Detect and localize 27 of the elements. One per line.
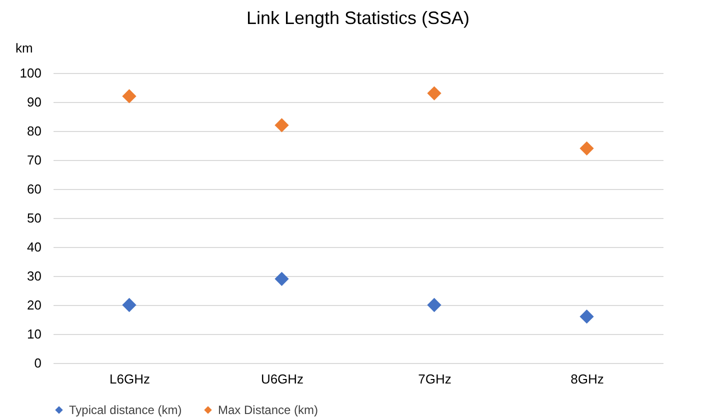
x-tick-label: L6GHz <box>110 372 150 386</box>
y-tick-label: 50 <box>27 210 42 226</box>
y-tick-label: 40 <box>27 240 42 254</box>
point <box>427 86 442 100</box>
point <box>122 89 136 104</box>
point <box>580 310 594 324</box>
x-tick-label: 7GHz <box>418 372 452 386</box>
y-tick-label: 70 <box>27 152 42 168</box>
y-tick-label: 60 <box>27 182 42 196</box>
y-axis-title: km <box>16 40 33 56</box>
y-tick-label: 10 <box>27 326 42 342</box>
y-tick-label: 20 <box>27 298 42 312</box>
x-tick-label: U6GHz <box>260 372 304 386</box>
point <box>122 298 136 312</box>
point <box>580 141 594 156</box>
point <box>427 298 442 312</box>
y-tick-label: 100 <box>20 66 42 80</box>
legend-label: Typical distance (km) <box>69 403 182 417</box>
chart-title: Link Length Statistics (SSA) <box>246 8 470 28</box>
point <box>274 118 289 132</box>
x-tick-label: 8GHz <box>570 372 604 386</box>
legend-label: Max Distance (km) <box>218 403 318 417</box>
y-tick-label: 90 <box>27 94 42 110</box>
point <box>274 272 289 286</box>
y-tick-label: 30 <box>27 268 42 284</box>
y-tick-label: 0 <box>34 356 42 370</box>
y-tick-label: 80 <box>27 124 42 138</box>
